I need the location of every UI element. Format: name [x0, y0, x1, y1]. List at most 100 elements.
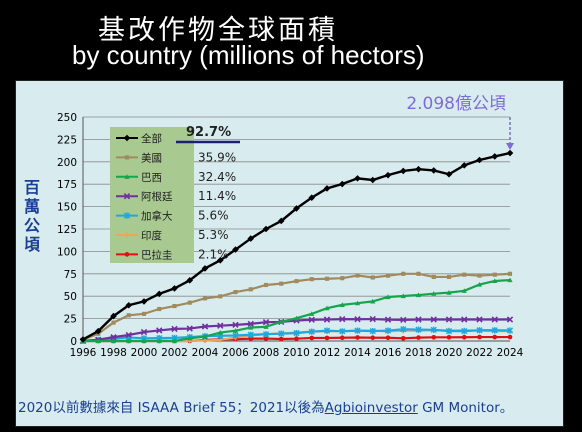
data-point: [172, 303, 177, 309]
data-point: [202, 333, 208, 339]
data-point: [354, 175, 361, 182]
legend-percent: 35.9%: [198, 150, 236, 164]
data-point: [140, 298, 148, 305]
data-point: [217, 322, 224, 329]
data-point: [339, 328, 346, 335]
data-point: [110, 338, 117, 344]
data-point: [506, 327, 514, 334]
data-point: [294, 279, 299, 284]
legend-item: 美國 35.9%: [116, 150, 236, 164]
y-tick-label: 150: [57, 202, 77, 214]
data-point: [125, 331, 132, 339]
legend-item: 巴拉圭 2.1%: [116, 247, 229, 261]
data-point: [370, 298, 376, 304]
data-point: [262, 225, 270, 233]
y-tick-label: 125: [57, 224, 77, 236]
data-point: [263, 282, 269, 288]
legend: 全部 92.7% 美國 35.9% 巴西 32.4% 阿根廷 11.4% 加拿大 5.6% 印度 5.…: [110, 125, 240, 263]
data-point: [248, 324, 254, 330]
data-point: [445, 170, 453, 178]
data-point: [263, 324, 269, 329]
data-point: [293, 315, 300, 321]
legend-item: 加拿大 5.6%: [116, 209, 229, 223]
line-chart: 0 25 50 75 100 125 150 175 200 225 250 1996 1998 2000…: [24, 94, 524, 359]
data-point: [354, 300, 361, 306]
data-point: [369, 176, 377, 184]
page-title-chinese: 基改作物全球面積: [98, 15, 338, 46]
data-point: [340, 276, 345, 281]
data-point: [430, 326, 437, 333]
data-point: [445, 328, 453, 335]
data-point: [431, 274, 436, 280]
data-point: [385, 335, 391, 341]
data-point: [247, 235, 255, 242]
data-point: [445, 316, 453, 323]
x-tick-label: 2014: [344, 347, 371, 359]
x-tick-label: 2006: [222, 347, 249, 359]
series-diamond: [79, 149, 514, 343]
data-point: [323, 185, 331, 192]
y-tick-label: 200: [57, 157, 77, 169]
data-point: [186, 325, 193, 332]
data-point: [156, 327, 163, 334]
data-point: [308, 316, 315, 323]
data-point: [339, 335, 345, 341]
x-tick-label: 2010: [283, 347, 310, 359]
x-tick-label: 2018: [405, 347, 432, 359]
data-point: [156, 338, 162, 344]
legend-item: 阿根廷 11.4%: [116, 189, 236, 203]
data-point: [110, 312, 117, 320]
data-point: [247, 320, 254, 328]
footnote-source-link[interactable]: Agbioinvestor: [324, 400, 418, 416]
data-point: [278, 330, 285, 337]
data-point: [369, 315, 376, 323]
data-point: [232, 328, 239, 333]
data-point: [506, 316, 514, 323]
annotations: 2.098億公頃: [406, 94, 514, 151]
y-tick-label: 100: [57, 246, 77, 258]
x-tick-label: 2002: [161, 347, 188, 359]
data-point: [339, 302, 345, 307]
data-point: [461, 334, 467, 340]
data-point: [430, 167, 438, 174]
footnote-text-c: GM Monitor。: [417, 400, 514, 416]
legend-label: 加拿大: [141, 210, 173, 223]
y-tick-label: 250: [57, 112, 77, 124]
data-point: [124, 252, 130, 257]
data-point: [141, 338, 147, 344]
y-tick-label: 50: [64, 291, 77, 303]
data-point: [202, 296, 208, 301]
x-tick-label: 2008: [253, 347, 280, 359]
data-point: [491, 327, 498, 334]
data-point: [157, 306, 162, 312]
y-tick-label: 75: [64, 269, 77, 281]
data-point: [354, 327, 361, 334]
data-point: [308, 328, 315, 335]
data-point: [506, 149, 514, 157]
data-point: [507, 277, 513, 283]
data-point: [187, 300, 192, 305]
data-point: [492, 334, 498, 340]
data-point: [140, 328, 148, 336]
x-tick-label: 2004: [192, 347, 219, 359]
total-callout: 2.098億公頃: [406, 94, 506, 114]
data-point: [110, 333, 117, 341]
data-point: [415, 326, 422, 333]
legend-label: 阿根廷: [141, 190, 173, 203]
series-lines: [79, 149, 514, 345]
data-point: [171, 325, 178, 333]
data-point: [248, 287, 253, 292]
data-point: [232, 332, 239, 339]
data-point: [186, 277, 194, 284]
data-point: [492, 272, 497, 277]
data-point: [293, 205, 300, 212]
data-point: [95, 338, 101, 344]
data-point: [446, 274, 452, 280]
data-point: [477, 273, 482, 278]
callout-arrowhead: [506, 143, 514, 151]
data-point: [491, 153, 499, 160]
data-point: [201, 265, 209, 272]
data-point: [431, 334, 437, 340]
data-point: [384, 316, 392, 323]
x-tick-label: 2020: [436, 347, 463, 359]
